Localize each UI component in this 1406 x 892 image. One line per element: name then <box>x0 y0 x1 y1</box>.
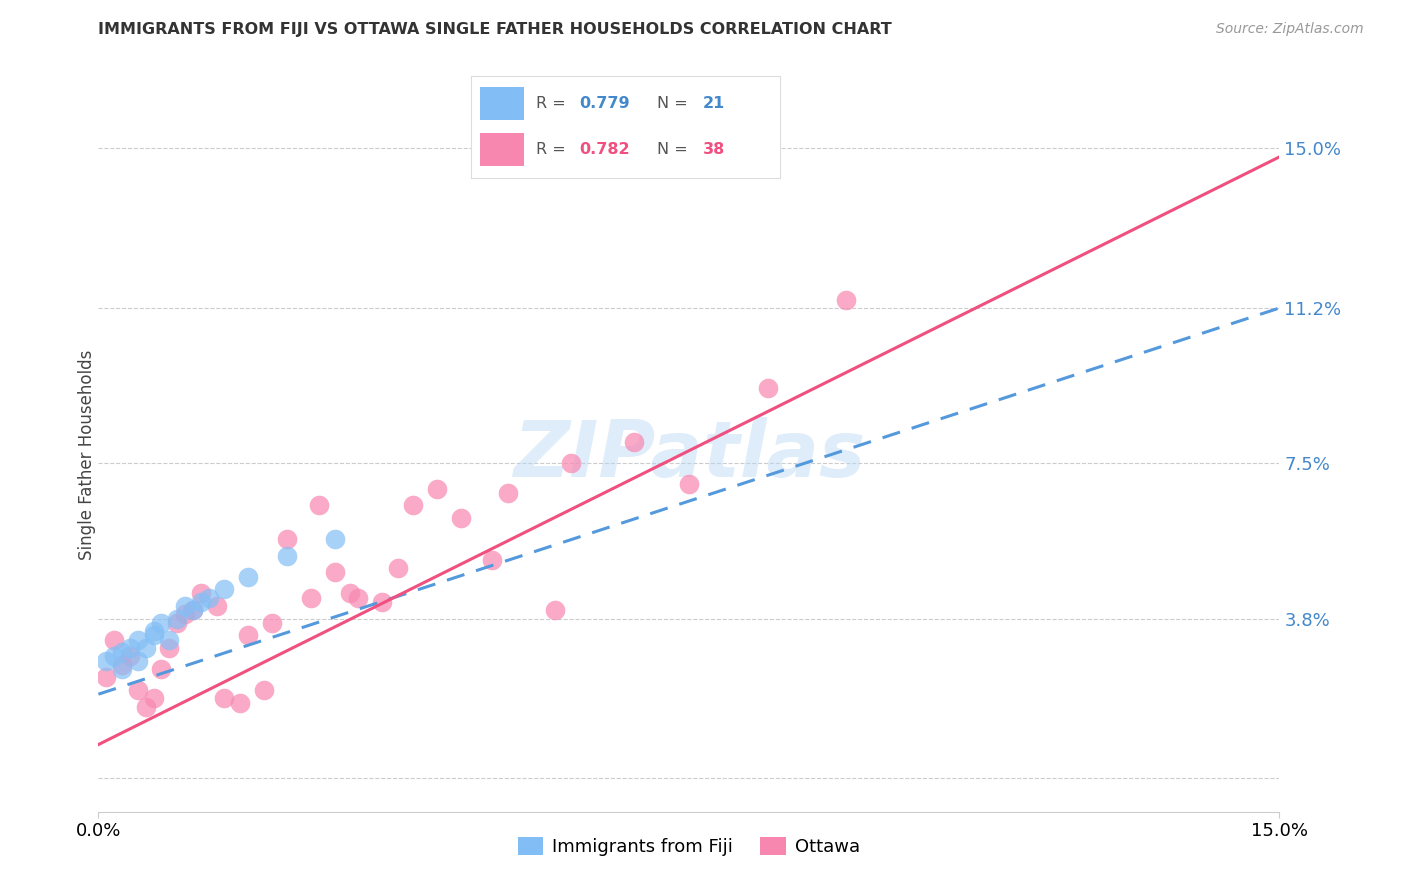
Point <box>323 566 346 580</box>
Point <box>544 603 567 617</box>
Point <box>236 569 259 583</box>
Point <box>135 699 157 714</box>
Point <box>214 582 236 597</box>
Point <box>339 586 361 600</box>
Point <box>127 632 149 647</box>
Point <box>229 696 252 710</box>
Point <box>127 654 149 668</box>
Point <box>756 381 779 395</box>
Point <box>118 649 141 664</box>
Point <box>197 591 219 605</box>
Point <box>450 511 472 525</box>
Point <box>142 628 165 642</box>
Point <box>135 640 157 655</box>
Point <box>481 553 503 567</box>
Point <box>174 607 197 622</box>
Point <box>96 670 118 684</box>
Text: ZIPatlas: ZIPatlas <box>513 417 865 493</box>
FancyBboxPatch shape <box>481 133 523 166</box>
Point <box>387 561 409 575</box>
Point <box>205 599 228 613</box>
Point <box>150 615 173 630</box>
Point <box>181 603 204 617</box>
Text: N =: N = <box>657 96 693 111</box>
Text: R =: R = <box>536 142 571 157</box>
Point <box>181 603 204 617</box>
Point <box>402 498 425 512</box>
Point <box>190 595 212 609</box>
Point <box>560 456 582 470</box>
Text: R =: R = <box>536 96 571 111</box>
Point <box>347 591 370 605</box>
Point <box>127 683 149 698</box>
Point <box>426 482 449 496</box>
Point <box>157 632 180 647</box>
Point <box>190 586 212 600</box>
Point <box>142 691 165 706</box>
Point <box>496 485 519 500</box>
Text: 21: 21 <box>703 96 725 111</box>
Point <box>276 549 298 563</box>
Point <box>150 662 173 676</box>
Point <box>111 662 134 676</box>
Point <box>253 683 276 698</box>
Point <box>111 657 134 672</box>
Text: Source: ZipAtlas.com: Source: ZipAtlas.com <box>1216 22 1364 37</box>
FancyBboxPatch shape <box>481 87 523 120</box>
Point <box>103 632 125 647</box>
Point <box>166 615 188 630</box>
Text: 38: 38 <box>703 142 725 157</box>
Text: 0.782: 0.782 <box>579 142 630 157</box>
Point <box>103 649 125 664</box>
Point <box>678 477 700 491</box>
Text: IMMIGRANTS FROM FIJI VS OTTAWA SINGLE FATHER HOUSEHOLDS CORRELATION CHART: IMMIGRANTS FROM FIJI VS OTTAWA SINGLE FA… <box>98 22 893 37</box>
Point <box>371 595 394 609</box>
Point <box>323 532 346 546</box>
Point <box>214 691 236 706</box>
Point <box>118 640 141 655</box>
Point <box>174 599 197 613</box>
Point <box>236 628 259 642</box>
Point <box>142 624 165 639</box>
Point <box>835 293 858 307</box>
Point <box>260 615 283 630</box>
Point <box>96 654 118 668</box>
Point <box>308 498 330 512</box>
Text: 0.779: 0.779 <box>579 96 630 111</box>
Point <box>166 612 188 626</box>
Point <box>276 532 298 546</box>
Point <box>111 645 134 659</box>
Y-axis label: Single Father Households: Single Father Households <box>79 350 96 560</box>
Point <box>299 591 322 605</box>
Legend: Immigrants from Fiji, Ottawa: Immigrants from Fiji, Ottawa <box>510 830 868 863</box>
Point <box>623 435 645 450</box>
Point <box>157 640 180 655</box>
Text: N =: N = <box>657 142 693 157</box>
